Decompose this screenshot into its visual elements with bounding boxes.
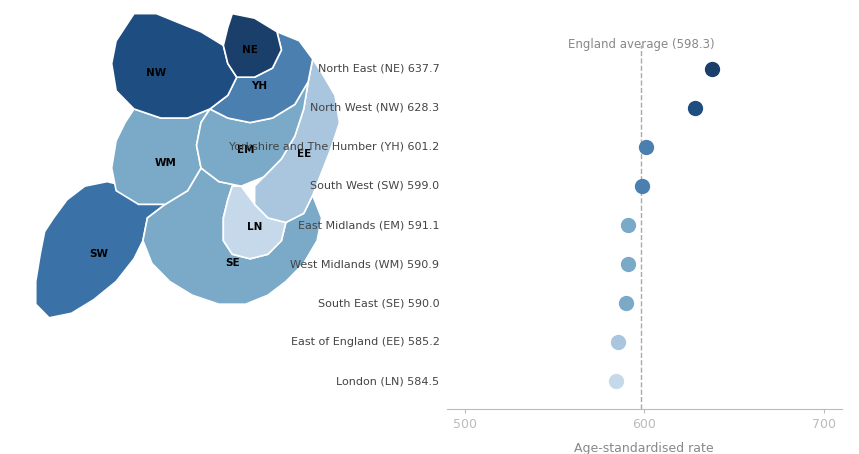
Text: YH: YH (251, 81, 267, 91)
Point (611, 339, 624, 346)
Point (636, 183, 649, 190)
Polygon shape (143, 168, 321, 304)
Text: London (LN) 584.5: London (LN) 584.5 (337, 376, 440, 386)
Text: East of England (EE) 585.2: East of England (EE) 585.2 (290, 337, 440, 347)
Text: England average (598.3): England average (598.3) (568, 38, 715, 51)
Point (705, 65, 719, 73)
Polygon shape (197, 82, 308, 186)
Text: Yorkshire and The Humber (YH) 601.2: Yorkshire and The Humber (YH) 601.2 (229, 142, 440, 152)
Text: EM: EM (237, 145, 254, 155)
Text: SW: SW (88, 249, 107, 259)
Point (688, 104, 702, 112)
Text: NE: NE (242, 45, 258, 55)
Text: SE: SE (225, 258, 240, 268)
Text: NW: NW (146, 68, 167, 78)
Polygon shape (223, 14, 282, 77)
Polygon shape (112, 14, 237, 118)
Text: EE: EE (296, 149, 311, 159)
Polygon shape (210, 32, 313, 123)
Polygon shape (36, 182, 165, 318)
Text: West Midlands (WM) 590.9: West Midlands (WM) 590.9 (290, 259, 440, 269)
Polygon shape (223, 186, 286, 259)
Text: North East (NE) 637.7: North East (NE) 637.7 (318, 64, 440, 74)
Text: WM: WM (155, 158, 176, 168)
Polygon shape (112, 109, 210, 204)
Text: North West (NW) 628.3: North West (NW) 628.3 (310, 103, 440, 113)
Point (610, 378, 624, 385)
Point (621, 261, 635, 268)
Text: East Midlands (EM) 591.1: East Midlands (EM) 591.1 (298, 220, 440, 230)
Text: South West (SW) 599.0: South West (SW) 599.0 (310, 181, 440, 191)
Point (640, 143, 654, 151)
Text: LN: LN (247, 222, 262, 232)
Point (621, 222, 635, 229)
Polygon shape (254, 59, 339, 222)
X-axis label: Age-standardised rate
per 100,000 people: Age-standardised rate per 100,000 people (575, 442, 714, 454)
Text: South East (SE) 590.0: South East (SE) 590.0 (318, 298, 440, 308)
Point (619, 300, 633, 307)
